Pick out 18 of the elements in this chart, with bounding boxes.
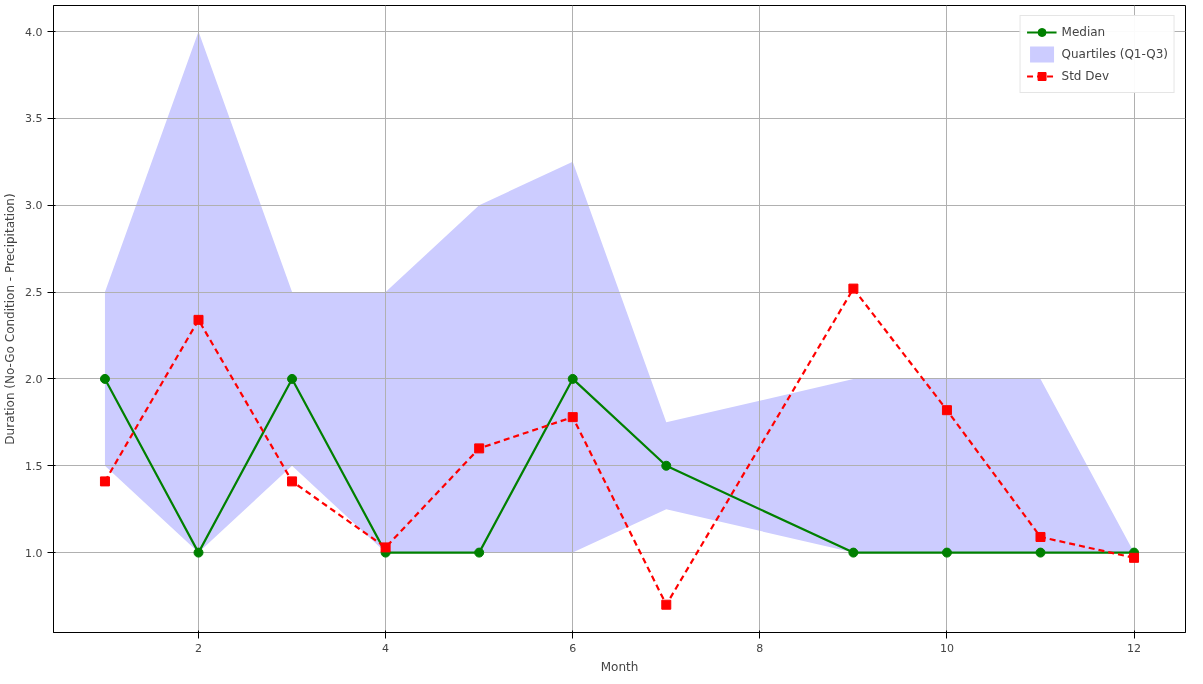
y-tick-label: 3.5 bbox=[25, 112, 43, 126]
x-tick-label: 10 bbox=[939, 641, 954, 655]
legend-label: Std Dev bbox=[1061, 69, 1110, 83]
y-tick-label: 1.0 bbox=[25, 546, 43, 560]
y-tick-label: 4.0 bbox=[25, 25, 43, 39]
legend-label: Median bbox=[1061, 25, 1106, 39]
x-tick-label: 12 bbox=[1127, 641, 1142, 655]
x-tick-label: 2 bbox=[195, 641, 203, 655]
x-tick-label: 4 bbox=[382, 641, 390, 655]
x-axis-title: Month bbox=[600, 659, 639, 674]
x-tick-label: 6 bbox=[569, 641, 577, 655]
y-tick-label: 3.0 bbox=[25, 199, 43, 213]
legend-label: Quartiles (Q1-Q3) bbox=[1061, 47, 1168, 61]
y-tick-label: 2.5 bbox=[25, 286, 43, 300]
y-tick-label: 1.5 bbox=[25, 459, 43, 473]
x-tick-label: 8 bbox=[756, 641, 764, 655]
y-axis-title: Duration (No-Go Condition - Precipitation) bbox=[3, 193, 18, 445]
y-tick-label: 2.0 bbox=[25, 372, 43, 386]
